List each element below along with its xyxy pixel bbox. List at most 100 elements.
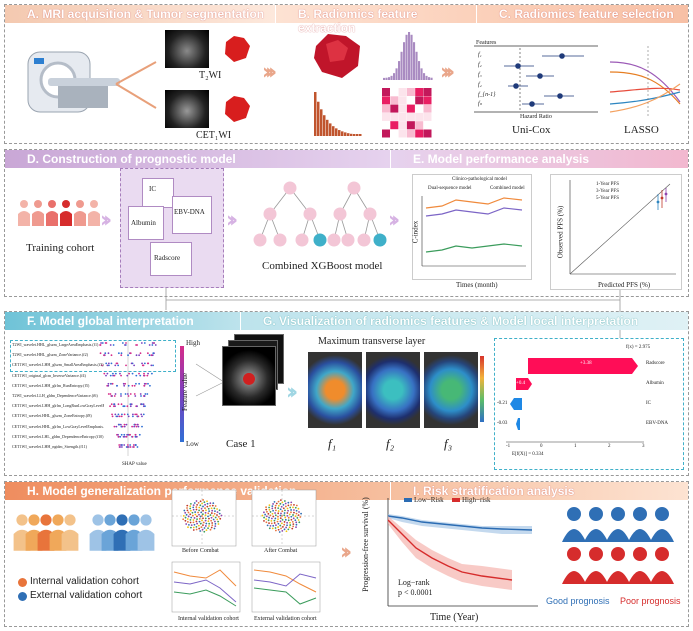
shap-dot: [131, 435, 134, 438]
shap-dot: [138, 372, 140, 375]
shap-dot: [122, 405, 125, 408]
person-body: [650, 529, 674, 542]
shap-dot: [116, 384, 118, 387]
heatmap-cell: [398, 121, 407, 130]
hist-bar: [359, 134, 362, 136]
hist-bar: [428, 77, 431, 80]
heatmap-cell: [382, 88, 390, 96]
scatter-point: [214, 510, 216, 513]
scatter-point: [278, 531, 281, 533]
shap-dot: [117, 433, 119, 436]
shap-dot: [148, 354, 151, 357]
shap-dot: [127, 444, 129, 446]
scatter-point: [268, 504, 271, 507]
shap-dot: [123, 405, 126, 408]
pca-after-combat: [251, 489, 317, 547]
scatter-point: [197, 501, 200, 504]
scatter-point: [192, 506, 195, 509]
shap-dot: [110, 354, 113, 357]
tree-node: [327, 233, 341, 247]
scatter-point: [209, 528, 212, 531]
scatter-point: [295, 526, 297, 529]
shap-dot: [138, 433, 141, 436]
scatter-point: [287, 528, 290, 531]
person-head: [104, 514, 116, 526]
heatmap-cell: [406, 96, 415, 105]
person-head: [90, 200, 98, 208]
scatter-point: [206, 502, 209, 505]
scatter-point: [264, 513, 267, 516]
scatter-point: [207, 527, 209, 530]
scatter-point: [294, 506, 297, 509]
heatmap-cell: [406, 104, 415, 113]
person-head: [567, 507, 581, 521]
scatter-point: [189, 521, 192, 524]
scatter-point: [273, 519, 276, 522]
shap-dot: [127, 354, 129, 357]
scatter-point: [207, 507, 210, 510]
hist-bar: [390, 75, 393, 80]
label-t2wi: T₂WI: [199, 70, 222, 81]
km-legend-low: Low−Risk: [414, 496, 444, 504]
shap-feature-label: CET1WI_wavelet.HHL_glszm_ZoneEntropy.(f8…: [12, 413, 92, 419]
header-g: G. Visualization of radiomics features &…: [241, 312, 688, 330]
scatter-point: [283, 512, 286, 514]
shap-dot: [133, 425, 136, 428]
km-pvalue: p < 0.0001: [398, 588, 433, 597]
person-head: [28, 514, 40, 526]
scatter-point: [290, 503, 293, 506]
scatter-point: [211, 509, 214, 512]
shap-dot: [131, 425, 134, 428]
scatter-point: [190, 524, 193, 526]
header-a: A. MRI acquisition & Tumor segmentation: [5, 5, 275, 23]
scatter-point: [210, 512, 213, 514]
mri-scanner-icon: [27, 51, 120, 113]
cindex-legend-1: Clinico-pathological model: [452, 177, 507, 182]
scatter-point: [195, 528, 198, 531]
training-cohort-people-icon: [18, 200, 100, 226]
scatter-point: [294, 515, 297, 518]
hist-bar: [418, 61, 421, 80]
scatter-point: [268, 522, 270, 525]
scatter-point: [214, 516, 217, 519]
person-head: [116, 514, 128, 526]
scatter-point: [280, 522, 283, 525]
scatter-point: [202, 521, 205, 524]
scatter-point: [197, 524, 200, 527]
heatmap-cell: [423, 112, 432, 121]
chevron-icon-g: ››: [286, 380, 298, 405]
pca-before-combat: [171, 489, 237, 547]
shap-dot: [141, 403, 143, 406]
scatter-point: [189, 519, 192, 521]
person-head: [40, 514, 52, 526]
shap-dot: [141, 362, 143, 365]
shap-dot: [111, 382, 114, 385]
person-head: [52, 514, 64, 526]
shap-dot: [133, 384, 136, 387]
forest-row-4: f₄: [478, 82, 482, 88]
km-legend-high-swatch: [452, 498, 460, 502]
heatmap-cell: [382, 96, 390, 105]
scatter-point: [281, 515, 283, 517]
shap-feature-label: T2WI_wavelet.HHL_glszm_LargeAreaEmphasis…: [12, 342, 99, 347]
shap-dot: [117, 435, 120, 438]
scatter-point: [191, 511, 194, 514]
scatter-point: [279, 524, 282, 527]
scatter-point: [277, 512, 280, 515]
shap-dot: [106, 364, 109, 367]
scatter-point: [287, 501, 290, 504]
scatter-point: [280, 505, 283, 508]
scatter-point: [208, 517, 210, 520]
heatmap-cell: [382, 112, 390, 121]
heatmap-cell: [423, 104, 432, 113]
shap-dot: [121, 446, 123, 448]
scatter-point: [202, 499, 205, 501]
doc-albumin: [128, 206, 164, 240]
waterfall-label-ic: IC: [646, 401, 651, 406]
scatter-point: [272, 503, 274, 505]
scatter-point: [274, 514, 277, 517]
scatter-point: [204, 507, 206, 510]
shap-dot: [105, 362, 108, 365]
waterfall-efx: E[f(X)] = 0.334: [512, 452, 544, 457]
shap-dot: [154, 344, 157, 346]
